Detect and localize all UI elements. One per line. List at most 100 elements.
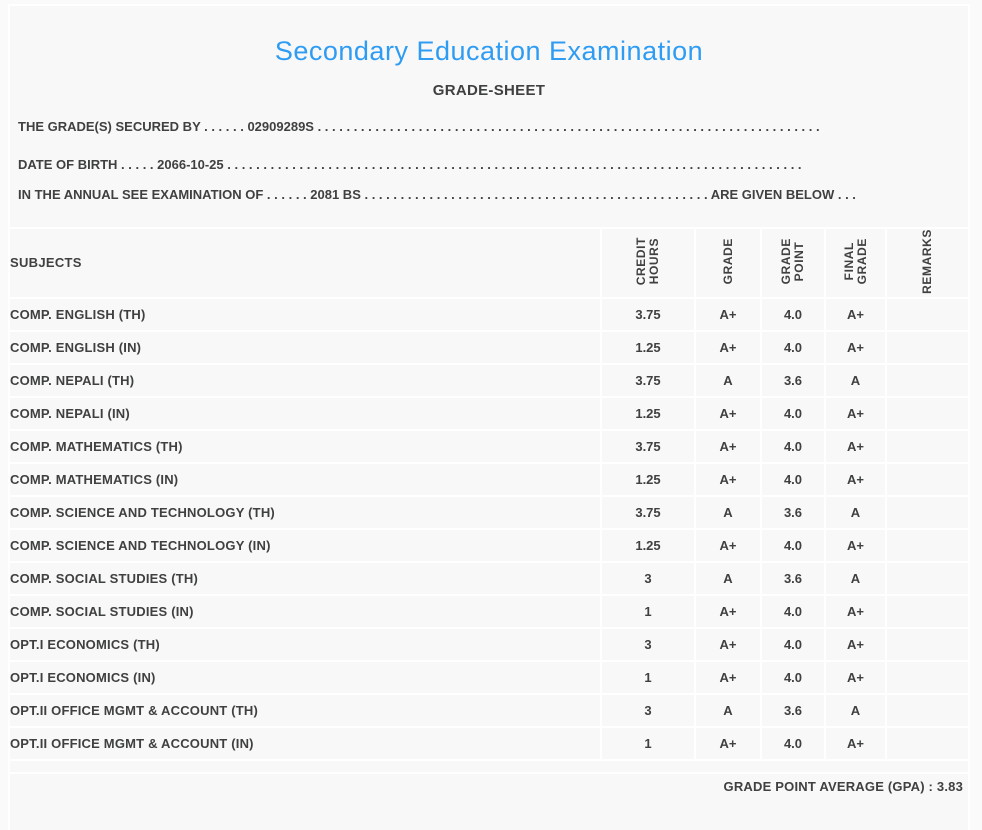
table-row: OPT.I ECONOMICS (TH) 3 A+ 4.0 A+ (10, 626, 968, 661)
remarks-cell (885, 527, 968, 562)
table-row: OPT.II OFFICE MGMT & ACCOUNT (IN) 1 A+ 4… (10, 725, 968, 760)
col-header-remarks-label: REMARKS (920, 229, 934, 294)
grade-point-cell: 4.0 (760, 329, 825, 364)
date-of-birth-line: DATE OF BIRTH . . . . . 2066-10-25 . . .… (18, 157, 802, 172)
credit-hours-cell: 3 (600, 560, 695, 595)
grade-point-cell: 3.6 (760, 560, 825, 595)
table-row: COMP. SCIENCE AND TECHNOLOGY (TH) 3.75 A… (10, 494, 968, 529)
subject-cell: COMP. SCIENCE AND TECHNOLOGY (TH) (10, 494, 601, 529)
grade-cell: A+ (694, 725, 761, 760)
sheet-subtitle: GRADE-SHEET (432, 82, 546, 99)
col-header-remarks: REMARKS (885, 227, 968, 298)
subject-cell: OPT.I ECONOMICS (TH) (10, 626, 601, 661)
final-grade-cell: A+ (824, 725, 886, 760)
remarks-cell (885, 461, 968, 496)
col-header-credit-hours-label: CREDIT HOURS (634, 237, 661, 286)
remarks-cell (885, 626, 968, 661)
remarks-cell (885, 494, 968, 529)
grade-cell: A+ (694, 527, 761, 562)
grade-cell: A (694, 692, 761, 727)
subject-cell: COMP. SOCIAL STUDIES (IN) (10, 593, 601, 628)
final-grade-cell: A (824, 692, 886, 727)
grade-cell: A+ (694, 659, 761, 694)
remarks-cell (885, 692, 968, 727)
remarks-cell (885, 329, 968, 364)
credit-hours-cell: 3.75 (600, 296, 695, 331)
final-grade-cell: A+ (824, 461, 886, 496)
table-row: COMP. NEPALI (TH) 3.75 A 3.6 A (10, 362, 968, 397)
final-grade-cell: A+ (824, 428, 886, 463)
secured-by-line: THE GRADE(S) SECURED BY . . . . . . 0290… (18, 119, 820, 134)
subject-cell: COMP. ENGLISH (TH) (10, 296, 601, 331)
col-header-grade: GRADE (694, 227, 761, 298)
table-row: COMP. SCIENCE AND TECHNOLOGY (IN) 1.25 A… (10, 527, 968, 562)
gpa-row: GRADE POINT AVERAGE (GPA) : 3.83 (10, 771, 968, 799)
subject-cell: OPT.II OFFICE MGMT & ACCOUNT (TH) (10, 692, 601, 727)
table-row: COMP. SOCIAL STUDIES (TH) 3 A 3.6 A (10, 560, 968, 595)
credit-hours-cell: 3.75 (600, 494, 695, 529)
remarks-cell (885, 725, 968, 760)
subject-cell: COMP. ENGLISH (IN) (10, 329, 601, 364)
grade-point-cell: 3.6 (760, 362, 825, 397)
remarks-cell (885, 560, 968, 595)
final-grade-cell: A (824, 362, 886, 397)
subject-cell: COMP. NEPALI (IN) (10, 395, 601, 430)
col-header-final-grade-label: FINAL GRADE (841, 238, 869, 285)
exam-year-line: IN THE ANNUAL SEE EXAMINATION OF . . . .… (18, 187, 856, 202)
grade-cell: A (694, 494, 761, 529)
table-row: COMP. NEPALI (IN) 1.25 A+ 4.0 A+ (10, 395, 968, 430)
final-grade-cell: A+ (824, 296, 886, 331)
grade-point-cell: 4.0 (760, 659, 825, 694)
credit-hours-cell: 3.75 (600, 362, 695, 397)
credit-hours-cell: 3 (600, 692, 695, 727)
grade-point-cell: 4.0 (760, 296, 825, 331)
grade-cell: A+ (694, 329, 761, 364)
table-row: COMP. ENGLISH (IN) 1.25 A+ 4.0 A+ (10, 329, 968, 364)
grade-cell: A (694, 362, 761, 397)
subject-cell: OPT.II OFFICE MGMT & ACCOUNT (IN) (10, 725, 601, 760)
grades-table: SUBJECTS CREDIT HOURS GRADE GRADE POINT … (10, 227, 968, 799)
col-header-grade-point: GRADE POINT (760, 227, 825, 298)
col-header-grade-label: GRADE (720, 238, 735, 285)
grade-point-cell: 4.0 (760, 593, 825, 628)
remarks-cell (885, 659, 968, 694)
grade-cell: A+ (694, 593, 761, 628)
final-grade-cell: A+ (824, 626, 886, 661)
table-row: COMP. ENGLISH (TH) 3.75 A+ 4.0 A+ (10, 296, 968, 331)
page-title: Secondary Education Examination (274, 36, 704, 66)
subject-cell: COMP. MATHEMATICS (IN) (10, 461, 601, 496)
grade-point-cell: 3.6 (760, 692, 825, 727)
subject-cell: OPT.I ECONOMICS (IN) (10, 659, 601, 694)
credit-hours-cell: 1 (600, 659, 695, 694)
grade-cell: A (694, 560, 761, 595)
credit-hours-cell: 1 (600, 725, 695, 760)
grade-point-cell: 4.0 (760, 725, 825, 760)
grade-sheet: Secondary Education Examination GRADE-SH… (8, 4, 970, 830)
final-grade-cell: A+ (824, 659, 886, 694)
gpa-total: GRADE POINT AVERAGE (GPA) : 3.83 (10, 771, 968, 799)
grade-cell: A+ (694, 428, 761, 463)
col-header-final-grade: FINAL GRADE (824, 227, 886, 298)
grade-cell: A+ (694, 461, 761, 496)
final-grade-cell: A (824, 560, 886, 595)
remarks-cell (885, 593, 968, 628)
grade-point-cell: 4.0 (760, 395, 825, 430)
table-row: COMP. MATHEMATICS (TH) 3.75 A+ 4.0 A+ (10, 428, 968, 463)
col-header-credit-hours: CREDIT HOURS (600, 227, 695, 298)
col-header-subjects: SUBJECTS (10, 227, 601, 298)
remarks-cell (885, 395, 968, 430)
credit-hours-cell: 1.25 (600, 527, 695, 562)
spacer-cell (10, 758, 968, 773)
table-row: COMP. MATHEMATICS (IN) 1.25 A+ 4.0 A+ (10, 461, 968, 496)
credit-hours-cell: 3.75 (600, 428, 695, 463)
grade-cell: A+ (694, 395, 761, 430)
credit-hours-cell: 1 (600, 593, 695, 628)
credit-hours-cell: 1.25 (600, 395, 695, 430)
grade-cell: A+ (694, 296, 761, 331)
grade-table-body: COMP. ENGLISH (TH) 3.75 A+ 4.0 A+ COMP. … (10, 296, 968, 760)
subject-cell: COMP. SCIENCE AND TECHNOLOGY (IN) (10, 527, 601, 562)
subject-cell: COMP. MATHEMATICS (TH) (10, 428, 601, 463)
credit-hours-cell: 3 (600, 626, 695, 661)
grade-point-cell: 4.0 (760, 527, 825, 562)
grade-point-cell: 4.0 (760, 428, 825, 463)
